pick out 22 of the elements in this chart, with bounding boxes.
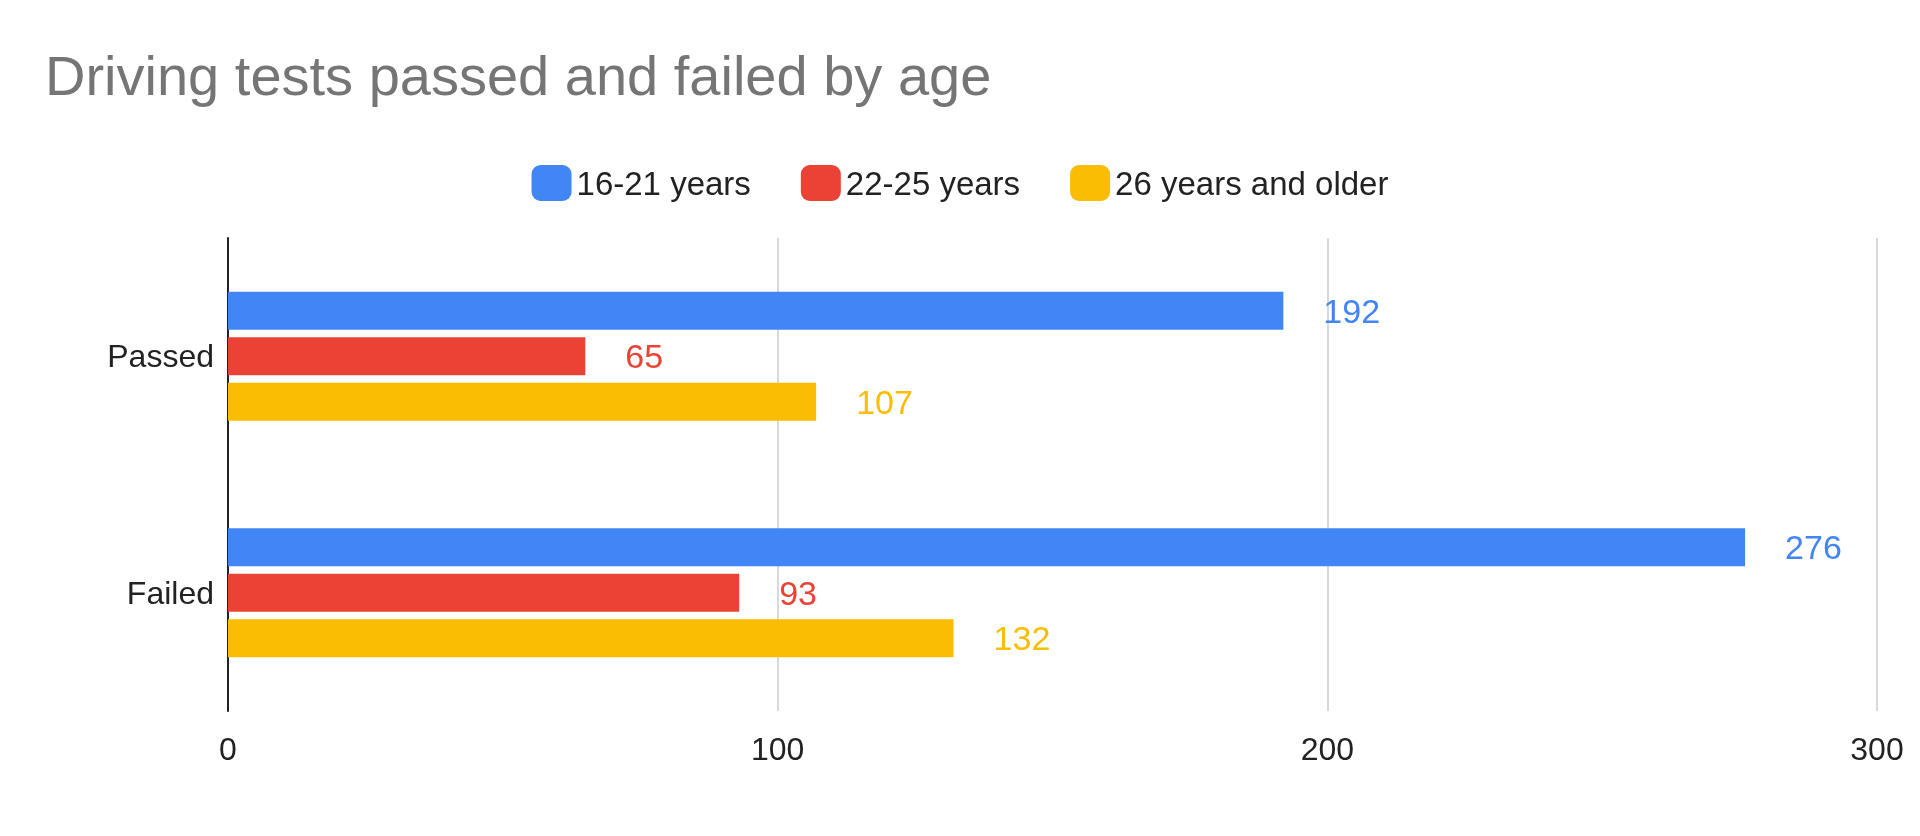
bar (228, 528, 1746, 567)
bar (228, 619, 954, 658)
y-tick-label: Passed (107, 338, 214, 375)
data-label: 65 (625, 337, 664, 376)
data-label: 132 (993, 619, 1051, 658)
x-tick-label: 200 (1300, 731, 1355, 767)
bar (228, 382, 817, 421)
chart-title: Driving tests passed and failed by age (45, 43, 992, 107)
data-label: 107 (856, 382, 913, 421)
bar (228, 573, 740, 612)
data-label: 276 (1785, 528, 1842, 567)
x-tick-label: 300 (1850, 731, 1904, 767)
data-label: 192 (1323, 291, 1381, 330)
legend-label: 16-21 years (576, 164, 751, 202)
x-tick-label: 0 (219, 731, 237, 767)
x-tick-label: 100 (750, 731, 805, 767)
y-tick-label: Failed (126, 574, 214, 611)
legend-label: 22-25 years (845, 164, 1021, 202)
data-label: 93 (779, 573, 818, 612)
legend-label: 26 years and older (1115, 164, 1389, 202)
bar (228, 291, 1284, 330)
bar (228, 337, 586, 376)
